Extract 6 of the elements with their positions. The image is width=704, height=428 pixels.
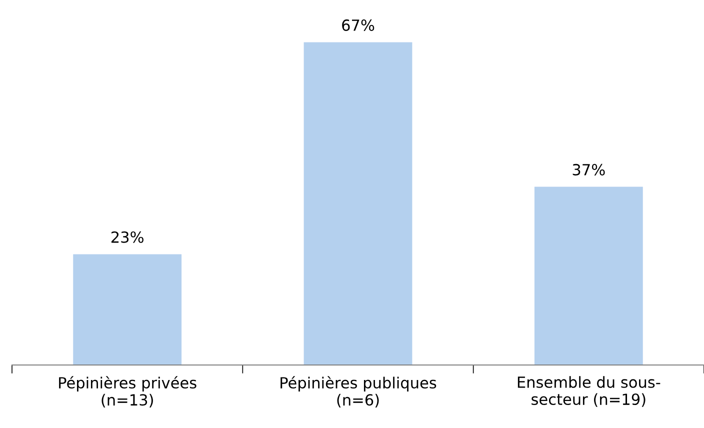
x-tick-label: Pépinières privées (n=13): [59, 376, 196, 408]
x-tick-label: Pépinières publiques (n=6): [280, 376, 436, 408]
data-label: 23%: [111, 231, 144, 243]
x-tick-label: Ensemble du sous- secteur (n=19): [518, 376, 660, 407]
data-label: 37%: [572, 164, 605, 176]
data-label: 67%: [342, 19, 374, 31]
